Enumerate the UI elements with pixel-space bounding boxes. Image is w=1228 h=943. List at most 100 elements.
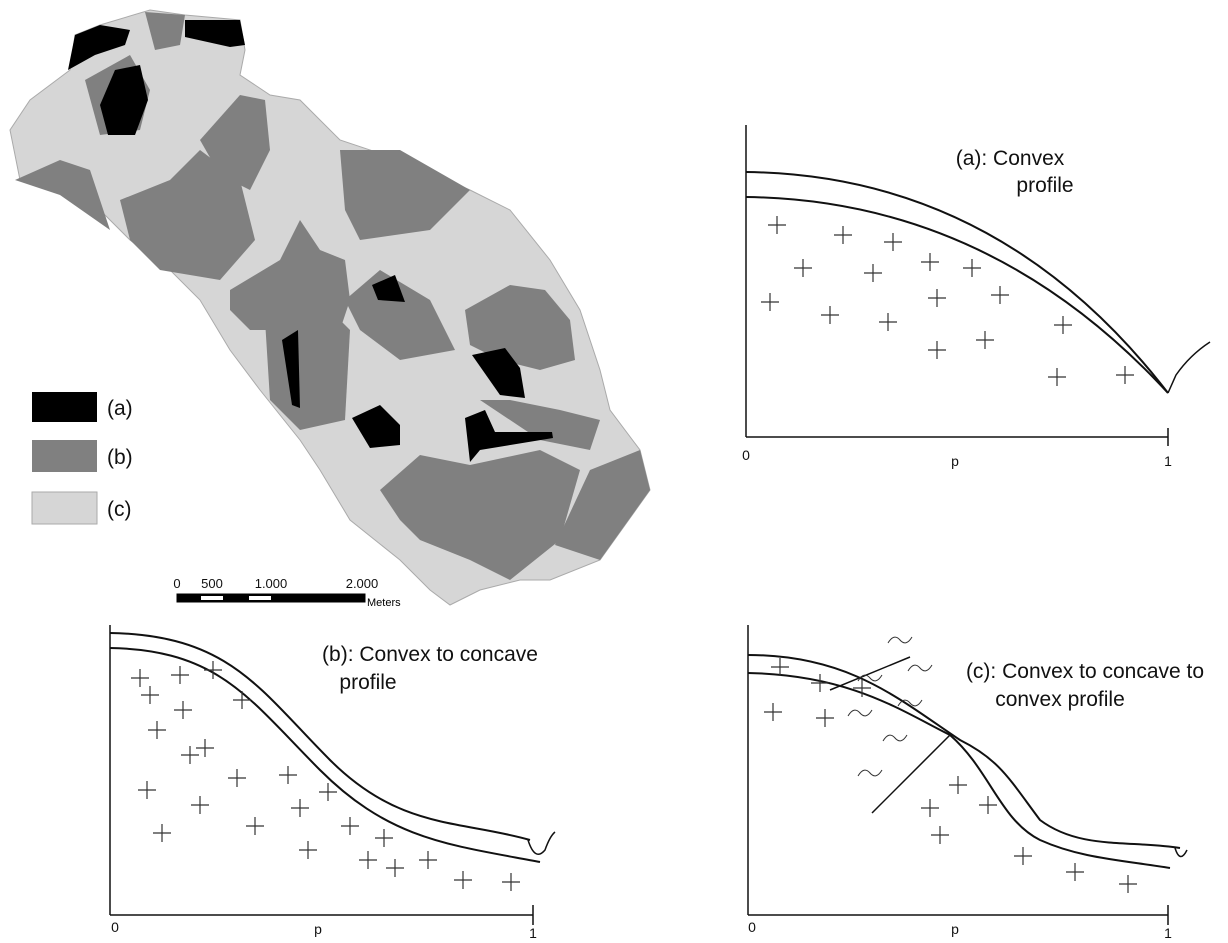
- profile-title: (b): Convex to concave: [322, 643, 538, 666]
- cross: [246, 817, 264, 835]
- cross: [764, 703, 782, 721]
- cross: [864, 264, 882, 282]
- scale-label: 2.000: [346, 576, 379, 591]
- cross: [233, 691, 251, 709]
- bedrock: [109, 647, 541, 863]
- fracture: [871, 734, 951, 814]
- cross: [141, 686, 159, 704]
- cross: [228, 769, 246, 787]
- scale-unit: Meters: [367, 597, 401, 609]
- wave-symbol: [857, 674, 883, 682]
- scale-label: 1.000: [255, 576, 288, 591]
- axis-label: 1: [1164, 453, 1172, 469]
- axis-label: 0: [111, 919, 119, 935]
- scale-label: 0: [173, 576, 180, 591]
- cross: [419, 851, 437, 869]
- cross: [1119, 875, 1137, 893]
- cross: [502, 873, 520, 891]
- legend-label: (b): [107, 446, 133, 469]
- profile-title: profile: [339, 671, 396, 694]
- cross: [928, 341, 946, 359]
- rock-symbols: [131, 216, 1137, 893]
- cross: [153, 824, 171, 842]
- surface: [747, 654, 1181, 849]
- cross: [768, 216, 786, 234]
- cross: [853, 679, 871, 697]
- cross: [931, 826, 949, 844]
- surface: [109, 632, 531, 841]
- profile-title: convex profile: [995, 688, 1125, 711]
- cross: [181, 746, 199, 764]
- profile-title: (a): Convex: [956, 147, 1065, 170]
- cross: [319, 783, 337, 801]
- cross: [341, 817, 359, 835]
- channel: [1167, 341, 1211, 394]
- cross: [821, 306, 839, 324]
- cross: [963, 259, 981, 277]
- cross: [794, 259, 812, 277]
- cross: [979, 796, 997, 814]
- cross: [174, 701, 192, 719]
- cross: [148, 721, 166, 739]
- cross: [879, 313, 897, 331]
- legend-label: (a): [107, 397, 133, 420]
- wave-symbol: [907, 664, 933, 672]
- cross: [291, 799, 309, 817]
- cross: [375, 829, 393, 847]
- fracture: [828, 693, 870, 812]
- class-b-patches: [15, 12, 650, 580]
- axis-label: 1: [529, 925, 537, 941]
- profile-title: (c): Convex to concave to: [966, 660, 1204, 683]
- cross: [761, 293, 779, 311]
- axis-label: p: [314, 921, 322, 937]
- cross: [196, 739, 214, 757]
- wave-symbol: [882, 734, 908, 742]
- legend-swatch: [32, 392, 97, 422]
- wave-symbol: [857, 769, 883, 777]
- cross: [949, 776, 967, 794]
- axis-label: 0: [748, 919, 756, 935]
- cross: [1014, 847, 1032, 865]
- axis-label: 1: [1164, 925, 1172, 941]
- legend-label: (c): [107, 498, 132, 521]
- channel: [1174, 847, 1188, 858]
- cross: [884, 233, 902, 251]
- fracture: [829, 656, 911, 691]
- cross: [991, 286, 1009, 304]
- axis-label: 0: [742, 447, 750, 463]
- wave-symbol: [847, 709, 873, 717]
- axis-label: p: [951, 921, 959, 937]
- channel: [527, 831, 556, 855]
- wave-symbol: [887, 636, 913, 644]
- bedrock: [747, 672, 1171, 869]
- cross: [299, 841, 317, 859]
- legend: (a) (b) (c): [31, 392, 133, 525]
- cross: [131, 669, 149, 687]
- cross: [171, 666, 189, 684]
- cross: [921, 253, 939, 271]
- cross: [1054, 316, 1072, 334]
- cross: [359, 851, 377, 869]
- legend-swatch: [32, 440, 97, 472]
- profile-title: profile: [1016, 174, 1073, 197]
- cross: [928, 289, 946, 307]
- cross: [386, 859, 404, 877]
- cross: [811, 674, 829, 692]
- cross: [921, 799, 939, 817]
- scale-label: 500: [201, 576, 223, 591]
- bedrock: [745, 196, 1169, 394]
- profile-c: (c): Convex to concave to convex profile…: [747, 625, 1204, 941]
- cross: [1048, 368, 1066, 386]
- scale-bar-gap: [201, 596, 223, 600]
- cross: [191, 796, 209, 814]
- cross: [976, 331, 994, 349]
- legend-swatch: [31, 491, 98, 525]
- scale-bar: 0 500 1.000 2.000 Meters: [173, 576, 401, 609]
- cross: [138, 781, 156, 799]
- cross: [1116, 366, 1134, 384]
- map: [9, 9, 651, 606]
- cross: [1066, 863, 1084, 881]
- cross: [771, 658, 789, 676]
- scale-bar-gap: [249, 596, 271, 600]
